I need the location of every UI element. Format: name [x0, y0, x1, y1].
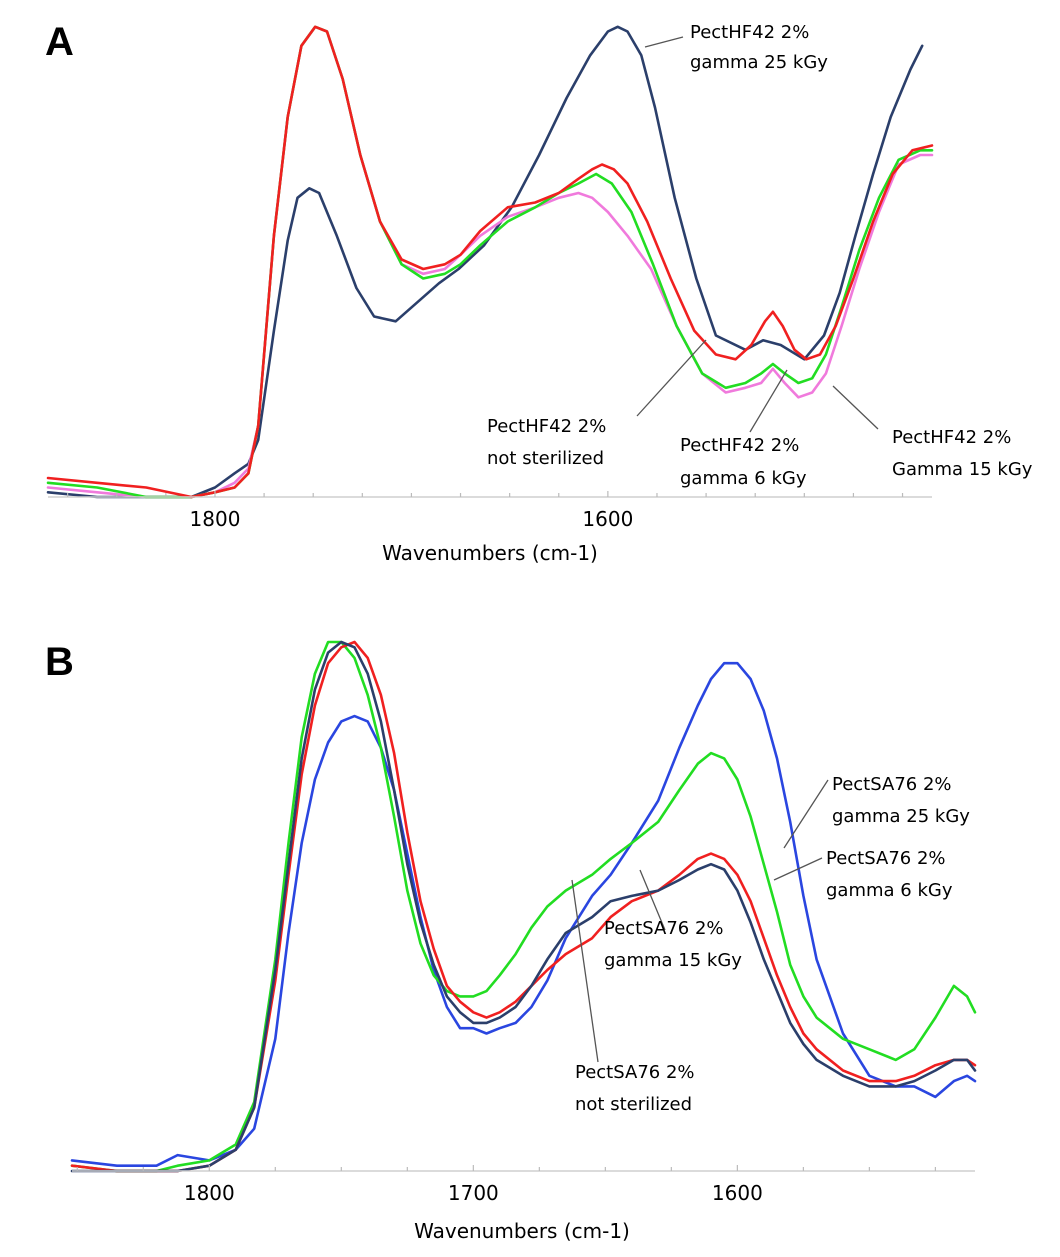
- leader-line: [773, 857, 823, 881]
- panel-b-series: [70, 640, 977, 1173]
- leader-line: [832, 385, 879, 430]
- annotation-line-1: PectHF42 2%: [680, 435, 799, 456]
- panel-a-ticks: 1800 1600: [67, 491, 904, 531]
- panel-b-annotation-gamma-15: PectSA76 2% gamma 15 kGy: [604, 869, 742, 971]
- panel-a-label: A: [45, 20, 74, 64]
- panel-a-annotation-not-sterilized: PectHF42 2% not sterilized: [487, 339, 707, 469]
- annotation-line-1: PectSA76 2%: [604, 918, 724, 939]
- panel-a-x-axis-title: Wavenumbers (cm-1): [382, 541, 598, 565]
- annotation-line-2: gamma 25 kGy: [690, 52, 828, 73]
- panel-b-tick-label-1700: 1700: [448, 1181, 499, 1205]
- annotation-line-2: gamma 15 kGy: [604, 950, 742, 971]
- panel-b-tick-label-1800: 1800: [184, 1181, 235, 1205]
- panel-a-annotation-gamma-25: PectHF42 2% gamma 25 kGy: [644, 22, 828, 73]
- annotation-line-1: PectSA76 2%: [832, 774, 952, 795]
- annotation-line-2: gamma 25 kGy: [832, 806, 970, 827]
- panel-a-series-pecthf42-2-gamma-15-kgy: [46, 25, 934, 499]
- panel-b-annotation-gamma-25: PectSA76 2% gamma 25 kGy: [783, 774, 970, 849]
- annotation-line-1: PectSA76 2%: [575, 1062, 695, 1083]
- panel-a-tick-label-1600: 1600: [582, 507, 633, 531]
- annotation-line-1: PectSA76 2%: [826, 848, 946, 869]
- panel-b-annotation-gamma-6: PectSA76 2% gamma 6 kGy: [773, 848, 953, 901]
- leader-line: [639, 869, 666, 931]
- panel-a-tick-label-1800: 1800: [190, 507, 241, 531]
- annotation-line-1: PectHF42 2%: [892, 427, 1011, 448]
- panel-a-series-pecthf42-2-gamma-25-kgy: [46, 25, 924, 499]
- annotation-line-2: not sterilized: [575, 1094, 692, 1115]
- panel-b-series-pectsa76-2-gamma-15-kgy: [70, 640, 977, 1173]
- panel-a-annotation-gamma-6: PectHF42 2% gamma 6 kGy: [680, 369, 807, 489]
- annotation-line-2: not sterilized: [487, 448, 604, 469]
- panel-a-annotation-gamma-15: PectHF42 2% Gamma 15 kGy: [832, 385, 1033, 480]
- panel-b-series-pectsa76-2-gamma-25-kgy: [70, 661, 977, 1167]
- panel-a-series: [46, 25, 934, 499]
- annotation-line-1: PectHF42 2%: [487, 416, 606, 437]
- panel-b-ticks: 1800 1700 1600: [76, 1165, 936, 1205]
- annotation-line-2: gamma 6 kGy: [680, 468, 807, 489]
- annotation-line-1: PectHF42 2%: [690, 22, 809, 43]
- panel-b-x-axis-title: Wavenumbers (cm-1): [414, 1219, 630, 1243]
- leader-line: [571, 879, 599, 1063]
- panel-b-tick-label-1600: 1600: [712, 1181, 763, 1205]
- leader-line: [783, 779, 829, 849]
- panel-b: B 1800 1700 1600 Wavenumbers (cm-1) PectSA…: [45, 640, 977, 1243]
- panel-b-series-pectsa76-2-gamma-6-kgy: [70, 640, 977, 1173]
- leader-line: [749, 369, 788, 433]
- annotation-line-2: gamma 6 kGy: [826, 880, 953, 901]
- annotation-line-2: Gamma 15 kGy: [892, 459, 1033, 480]
- panel-b-annotation-not-sterilized: PectSA76 2% not sterilized: [571, 879, 695, 1115]
- panel-a: A 1800 1600 Wavenumbers (cm-1) PectHF42 2…: [45, 20, 1033, 565]
- leader-line: [636, 339, 707, 417]
- panel-b-label: B: [45, 640, 74, 684]
- panel-b-series-pectsa76-2-not-sterilized: [70, 640, 977, 1173]
- leader-line: [644, 36, 684, 48]
